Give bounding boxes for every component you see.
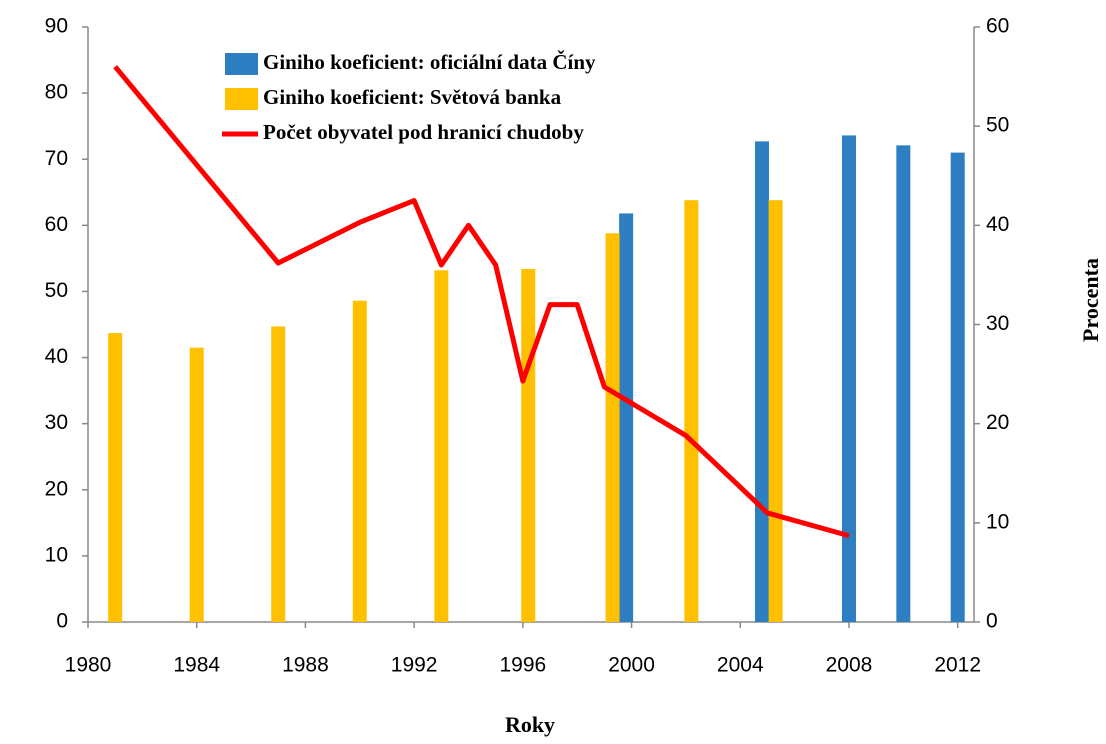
x-tick-label: 1984 [173, 654, 220, 677]
bar [189, 347, 204, 622]
y2-tick-label: 30 [986, 312, 1009, 335]
y2-tick-label: 10 [986, 510, 1009, 533]
y-tick-label: 0 [56, 610, 68, 633]
legend-swatch [225, 53, 258, 75]
y2-tick-label: 20 [986, 411, 1009, 434]
bar [896, 145, 911, 623]
y-tick-label: 20 [45, 477, 68, 500]
y2-tick-label: 0 [986, 610, 998, 633]
x-tick-label: 1980 [65, 654, 112, 677]
bar [434, 270, 449, 622]
legend-label: Giniho koeficient: oficiální data Číny [263, 50, 596, 74]
legend-label: Počet obyvatel pod hranicí chudoby [263, 120, 584, 144]
bar [768, 200, 783, 622]
y2-axis-label: Procenta [1078, 258, 1103, 342]
x-tick-label: 2012 [934, 654, 981, 677]
bar [841, 135, 856, 622]
bar [271, 326, 286, 622]
bar [605, 233, 620, 622]
bar [521, 268, 536, 622]
y2-tick-label: 60 [986, 15, 1009, 38]
x-tick-label: 2008 [826, 654, 873, 677]
y2-tick-label: 50 [986, 114, 1009, 137]
bar [755, 141, 770, 622]
x-axis-label: Roky [505, 712, 555, 737]
legend-label: Giniho koeficient: Světová banka [263, 85, 562, 109]
y-tick-label: 60 [45, 213, 68, 236]
x-tick-label: 1992 [391, 654, 438, 677]
y-tick-label: 50 [45, 279, 68, 302]
bar [352, 300, 367, 622]
y-tick-label: 80 [45, 81, 68, 104]
x-tick-label: 1996 [499, 654, 546, 677]
bar [684, 200, 699, 622]
x-tick-label: 1988 [282, 654, 329, 677]
y-tick-label: 10 [45, 543, 68, 566]
line [113, 65, 850, 539]
legend-swatch [225, 88, 258, 110]
y-tick-label: 70 [45, 147, 68, 170]
y-tick-label: 40 [45, 345, 68, 368]
bar [950, 152, 965, 622]
y2-tick-label: 40 [986, 213, 1009, 236]
x-tick-label: 2004 [717, 654, 764, 677]
bar [108, 333, 123, 622]
x-tick-label: 2000 [608, 654, 655, 677]
y-tick-label: 90 [45, 15, 68, 38]
bar [619, 213, 634, 622]
y-tick-label: 30 [45, 411, 68, 434]
